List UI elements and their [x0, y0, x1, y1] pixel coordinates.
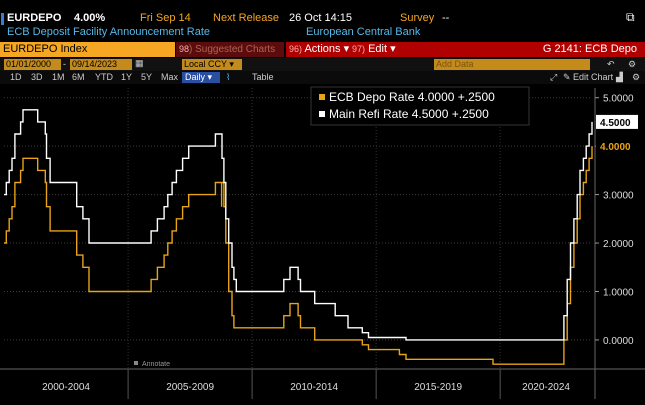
title-row: EURDEPO 4.00% Fri Sep 14 Next Release 26… [0, 10, 645, 26]
period-3d[interactable]: 3D [31, 72, 43, 82]
start-date-field[interactable]: 01/01/2000 [4, 59, 61, 70]
period-1d[interactable]: 1D [10, 72, 22, 82]
index-description: ECB Deposit Facility Announcement Rate [7, 26, 210, 38]
description-row: ECB Deposit Facility Announcement Rate E… [0, 26, 645, 40]
y-tick-label: 0.0000 [603, 336, 634, 347]
y-tick-label: 2.0000 [603, 239, 634, 250]
ticker-marker [1, 13, 4, 25]
chart-icon[interactable]: ▟ [616, 72, 623, 82]
release-date: Fri Sep 14 [140, 12, 191, 24]
period-1y[interactable]: 1Y [121, 72, 133, 82]
next-release-label: Next Release [213, 12, 280, 24]
x-axis: 2000-2004 2005-2009 2010-2014 2015-2019 2020… [0, 368, 645, 399]
last-value-label: 4.0000 [600, 142, 631, 153]
currency-select[interactable]: Local CCY ▾ [182, 59, 242, 70]
x-tick-label: 2000-2004 [42, 382, 90, 393]
zoom-icon[interactable]: ⤢ [550, 72, 558, 82]
table-button[interactable]: Table [252, 72, 274, 82]
chart-area: 2000-2004 2005-2009 2010-2014 2015-2019 2020… [0, 86, 645, 399]
period-ytd[interactable]: YTD [95, 72, 113, 82]
suggested-charts-button[interactable]: 98) Suggested Charts [176, 42, 284, 57]
edit-chart-button[interactable]: ✎ Edit Chart [563, 72, 614, 82]
x-tick-label: 2020-2024 [522, 382, 570, 393]
date-toolbar: 01/01/2000 - 09/14/2023 ▦ Local CCY ▾ Ad… [0, 58, 645, 71]
settings-small-icon[interactable]: ⚙ [628, 59, 637, 69]
popout-icon[interactable]: ⧉ [626, 10, 635, 24]
depo-rate-line [4, 146, 593, 365]
period-max[interactable]: Max [161, 72, 179, 82]
legend-entry: Main Refi Rate 4.5000 +.2500 [329, 107, 489, 121]
date-separator: - [63, 59, 66, 69]
add-data-field[interactable]: Add Data [434, 59, 590, 70]
x-tick-label: 2010-2014 [290, 382, 338, 393]
frequency-select[interactable]: Daily ▾ [182, 72, 220, 83]
undo-icon[interactable]: ↶ [607, 59, 615, 69]
action-bar: 96) Actions ▾ 97) Edit ▾ G 2141: ECB Dep… [286, 42, 645, 57]
survey-label: Survey [400, 12, 435, 24]
annotate-toggle-icon [134, 361, 138, 365]
actions-menu[interactable]: 96) Actions ▾ [289, 43, 350, 55]
y-axis: 0.0000 1.0000 2.0000 3.0000 4.0000 5.0000 [594, 88, 634, 399]
settings-icon[interactable]: ⚙ [632, 72, 641, 82]
refi-rate-line [4, 109, 593, 341]
gridlines [4, 88, 592, 369]
command-bar: EURDEPO Index 98) Suggested Charts 96) A… [0, 42, 645, 57]
function-title: G 2141: ECB Depo [542, 43, 637, 55]
series-lines: 4.0000 4.5000 [4, 109, 638, 365]
legend: ECB Depo Rate 4.0000 +.2500 Main Refi Rat… [310, 86, 530, 126]
annotate-label: Annotate [142, 361, 170, 368]
last-value-box [596, 114, 638, 129]
legend-swatch [319, 94, 325, 100]
survey-value: -- [442, 12, 450, 24]
annotate-control[interactable]: Annotate [134, 361, 170, 368]
period-toolbar: 1D 3D 1M 6M YTD 1Y 5Y Max Daily ▾ ⌇ Tabl… [0, 71, 645, 84]
legend-entry: ECB Depo Rate 4.0000 +.2500 [329, 90, 495, 104]
period-1m[interactable]: 1M [52, 72, 65, 82]
x-tick-label: 2005-2009 [166, 382, 214, 393]
end-date-field[interactable]: 09/14/2023 [70, 59, 132, 70]
last-value-box [596, 139, 638, 154]
line-chart-icon[interactable]: ⌇ [226, 72, 231, 82]
x-tick-label: 2015-2019 [414, 382, 462, 393]
last-value-label: 4.5000 [600, 118, 631, 129]
y-tick-label: 3.0000 [603, 191, 634, 202]
period-6m[interactable]: 6M [72, 72, 85, 82]
calendar-icon[interactable]: ▦ [135, 58, 144, 68]
next-release-value: 26 Oct 14:15 [289, 12, 352, 24]
y-tick-label: 1.0000 [603, 287, 634, 298]
legend-swatch [319, 111, 325, 117]
ticker: EURDEPO [7, 12, 62, 24]
edit-menu[interactable]: 97) Edit ▾ [352, 43, 396, 55]
security-field[interactable]: EURDEPO Index [0, 42, 175, 57]
source-name: European Central Bank [306, 26, 421, 38]
last-value: 4.00% [74, 12, 106, 24]
y-tick-label: 5.0000 [603, 94, 634, 105]
legend-box [310, 86, 530, 126]
period-5y[interactable]: 5Y [141, 72, 153, 82]
